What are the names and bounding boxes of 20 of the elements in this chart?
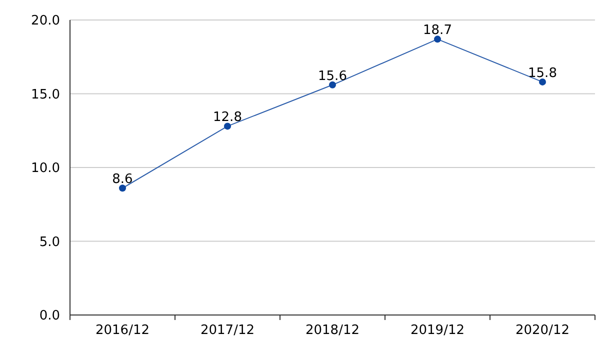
x-tick-label: 2017/12 — [200, 323, 255, 338]
point — [329, 81, 336, 88]
y-tick-label: 20.0 — [31, 14, 60, 28]
y-tick-label: 15.0 — [31, 87, 60, 102]
data-label: 12.8 — [213, 110, 242, 126]
data-label: 15.6 — [318, 68, 347, 84]
point — [539, 78, 546, 86]
point — [119, 184, 126, 192]
x-tick-label: 2016/12 — [95, 323, 150, 338]
y-tick-label: 0.0 — [39, 308, 60, 324]
y-tick-label: 10.0 — [31, 161, 60, 176]
y-tick-label: 5.0 — [39, 234, 60, 250]
data-label: 8.6 — [112, 172, 133, 188]
point — [224, 122, 231, 130]
point — [434, 36, 441, 43]
x-tick-label: 2020/12 — [515, 323, 570, 338]
x-tick-label: 2018/12 — [305, 323, 360, 338]
data-label: 18.7 — [423, 23, 452, 38]
x-tick-label: 2019/12 — [410, 323, 465, 338]
data-label: 15.8 — [528, 66, 557, 81]
